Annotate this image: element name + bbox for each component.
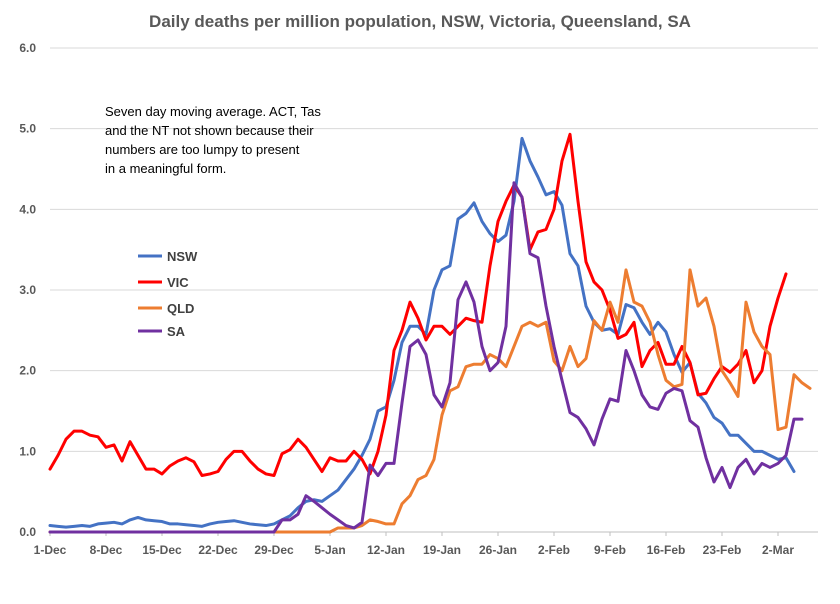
- y-tick-label: 2.0: [19, 364, 36, 378]
- annotation-line: and the NT not shown because their: [105, 123, 314, 138]
- y-axis-tick-labels: 0.0 1.0 2.0 3.0 4.0 5.0 6.0: [19, 41, 36, 539]
- x-tick-label: 1-Dec: [34, 543, 67, 557]
- y-tick-label: 6.0: [19, 41, 36, 55]
- legend-label-sa: SA: [167, 324, 186, 339]
- x-tick-label: 16-Feb: [647, 543, 686, 557]
- x-tick-label: 19-Jan: [423, 543, 461, 557]
- y-tick-label: 1.0: [19, 444, 36, 458]
- x-tick-label: 2-Feb: [538, 543, 570, 557]
- y-tick-label: 5.0: [19, 122, 36, 136]
- gridlines: [50, 47, 818, 533]
- series-line-vic: [48, 132, 788, 478]
- series-lines: [48, 132, 812, 534]
- annotation-line: numbers are too lumpy to present: [105, 142, 300, 157]
- legend-label-nsw: NSW: [167, 249, 198, 264]
- x-tick-label: 23-Feb: [703, 543, 742, 557]
- x-tick-label: 8-Dec: [90, 543, 123, 557]
- x-tick-label: 2-Mar: [762, 543, 794, 557]
- x-tick-label: 15-Dec: [142, 543, 182, 557]
- y-tick-label: 4.0: [19, 202, 36, 216]
- x-tick-label: 29-Dec: [254, 543, 294, 557]
- x-tick-label: 9-Feb: [594, 543, 626, 557]
- x-tick-label: 22-Dec: [198, 543, 238, 557]
- legend: NSW VIC QLD SA: [138, 249, 198, 339]
- x-tick-label: 5-Jan: [314, 543, 345, 557]
- x-axis-tick-labels: 1-Dec 8-Dec 15-Dec 22-Dec 29-Dec 5-Jan 12-Jan 1…: [34, 532, 794, 557]
- x-tick-label: 12-Jan: [367, 543, 405, 557]
- legend-label-qld: QLD: [167, 301, 194, 316]
- x-tick-label: 26-Jan: [479, 543, 517, 557]
- y-tick-label: 3.0: [19, 283, 36, 297]
- series-line-sa: [48, 181, 804, 534]
- annotation-line: in a meaningful form.: [105, 161, 226, 176]
- y-tick-label: 0.0: [19, 525, 36, 539]
- annotation-line: Seven day moving average. ACT, Tas: [105, 104, 321, 119]
- annotation-note: Seven day moving average. ACT, Tas and t…: [105, 104, 324, 176]
- chart-title: Daily deaths per million population, NSW…: [149, 12, 691, 31]
- legend-label-vic: VIC: [167, 275, 189, 290]
